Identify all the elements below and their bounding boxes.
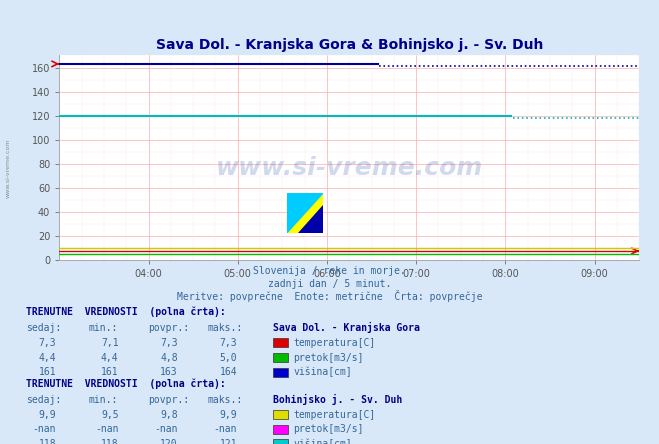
Text: www.si-vreme.com: www.si-vreme.com: [215, 156, 483, 180]
Polygon shape: [287, 193, 323, 233]
Text: Slovenija / reke in morje.: Slovenija / reke in morje.: [253, 266, 406, 277]
Text: 4,4: 4,4: [101, 353, 119, 363]
Text: TRENUTNE  VREDNOSTI  (polna črta):: TRENUTNE VREDNOSTI (polna črta):: [26, 307, 226, 317]
Text: 4,4: 4,4: [38, 353, 56, 363]
Text: Meritve: povprečne  Enote: metrične  Črta: povprečje: Meritve: povprečne Enote: metrične Črta:…: [177, 290, 482, 302]
Text: 164: 164: [219, 367, 237, 377]
Text: 7,1: 7,1: [101, 338, 119, 348]
Text: višina[cm]: višina[cm]: [293, 438, 352, 444]
Text: 4,8: 4,8: [160, 353, 178, 363]
Text: sedaj:: sedaj:: [26, 323, 61, 333]
Text: www.si-vreme.com: www.si-vreme.com: [5, 139, 11, 198]
Polygon shape: [298, 205, 323, 233]
Text: maks.:: maks.:: [208, 395, 243, 405]
Text: pretok[m3/s]: pretok[m3/s]: [293, 353, 364, 363]
Text: 7,3: 7,3: [219, 338, 237, 348]
Title: Sava Dol. - Kranjska Gora & Bohinjsko j. - Sv. Duh: Sava Dol. - Kranjska Gora & Bohinjsko j.…: [156, 38, 543, 52]
Text: -nan: -nan: [95, 424, 119, 434]
Text: 161: 161: [101, 367, 119, 377]
Text: temperatura[C]: temperatura[C]: [293, 409, 376, 420]
Text: min.:: min.:: [89, 323, 119, 333]
Text: maks.:: maks.:: [208, 323, 243, 333]
Text: 9,8: 9,8: [160, 409, 178, 420]
Polygon shape: [287, 193, 323, 233]
Text: Bohinjsko j. - Sv. Duh: Bohinjsko j. - Sv. Duh: [273, 394, 403, 405]
Text: sedaj:: sedaj:: [26, 395, 61, 405]
Text: 121: 121: [219, 439, 237, 444]
Text: 118: 118: [101, 439, 119, 444]
Text: 7,3: 7,3: [160, 338, 178, 348]
Text: 9,9: 9,9: [219, 409, 237, 420]
Text: povpr.:: povpr.:: [148, 323, 189, 333]
Text: zadnji dan / 5 minut.: zadnji dan / 5 minut.: [268, 279, 391, 289]
Text: pretok[m3/s]: pretok[m3/s]: [293, 424, 364, 434]
Text: -nan: -nan: [154, 424, 178, 434]
Text: min.:: min.:: [89, 395, 119, 405]
Text: 118: 118: [38, 439, 56, 444]
Text: 9,5: 9,5: [101, 409, 119, 420]
Text: višina[cm]: višina[cm]: [293, 367, 352, 377]
Text: 9,9: 9,9: [38, 409, 56, 420]
Text: 163: 163: [160, 367, 178, 377]
Text: 7,3: 7,3: [38, 338, 56, 348]
Text: Sava Dol. - Kranjska Gora: Sava Dol. - Kranjska Gora: [273, 322, 420, 333]
Text: 5,0: 5,0: [219, 353, 237, 363]
Text: povpr.:: povpr.:: [148, 395, 189, 405]
Text: -nan: -nan: [32, 424, 56, 434]
Text: 120: 120: [160, 439, 178, 444]
Text: -nan: -nan: [214, 424, 237, 434]
Text: 161: 161: [38, 367, 56, 377]
Text: TRENUTNE  VREDNOSTI  (polna črta):: TRENUTNE VREDNOSTI (polna črta):: [26, 378, 226, 389]
Text: temperatura[C]: temperatura[C]: [293, 338, 376, 348]
